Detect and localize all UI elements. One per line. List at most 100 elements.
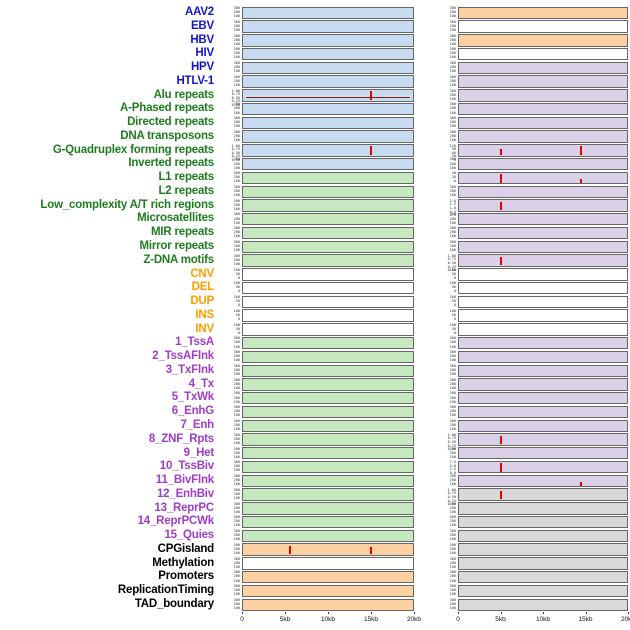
x-axis-tick-label: 5kb bbox=[495, 615, 506, 623]
track-panel-right bbox=[458, 295, 628, 309]
y-tick-label: 0.75 bbox=[231, 147, 240, 152]
panel-gap bbox=[414, 268, 430, 282]
y-axis-ticks-left: 300 200 100 bbox=[214, 447, 242, 461]
y-tick-label: 300 bbox=[233, 556, 240, 561]
y-tick-label: 0.0 bbox=[449, 471, 456, 476]
track-label: Methylation bbox=[152, 556, 214, 569]
x-axis-right: 0 5kb 10kb 15kb 20kb bbox=[456, 611, 630, 630]
y-tick-label: 300 bbox=[233, 487, 240, 492]
signal-spike bbox=[500, 463, 502, 472]
y-axis-ticks-right: 300 200 100 bbox=[430, 75, 458, 89]
y-tick-label: 300 bbox=[449, 363, 456, 368]
track-panel-right bbox=[458, 144, 628, 157]
y-tick-label: 0 bbox=[453, 303, 456, 308]
y-tick-label: 300 bbox=[449, 88, 456, 93]
y-tick-label: 200 bbox=[233, 395, 240, 400]
track-row: Alu repeats 1.00 0.75 0.50 0.25 0.00 300 200 100 bbox=[0, 88, 630, 107]
track-label: 1_TssA bbox=[175, 336, 214, 349]
y-tick-label: 50 bbox=[235, 299, 240, 304]
y-tick-label: 100 bbox=[233, 468, 240, 473]
track-row: TAD_boundary 300 200 100 300 200 100 bbox=[0, 598, 630, 612]
track-label: 13_ReprPC bbox=[154, 501, 214, 514]
y-tick-label: 300 bbox=[233, 418, 240, 423]
y-tick-label: 200 bbox=[449, 450, 456, 455]
track-panel-right bbox=[458, 240, 628, 253]
y-tick-label: 200 bbox=[233, 367, 240, 372]
y-tick-label: 200 bbox=[233, 230, 240, 235]
track-label: 3_TxFlnk bbox=[165, 363, 214, 376]
y-tick-label: 200 bbox=[449, 78, 456, 83]
y-tick-label: 200 bbox=[233, 78, 240, 83]
track-row: INV 100 50 0 100 50 0 bbox=[0, 323, 630, 337]
y-tick-label: 100 bbox=[449, 523, 456, 528]
y-tick-label: 100 bbox=[449, 551, 456, 556]
y-axis-ticks-right: 300 200 100 bbox=[430, 47, 458, 61]
y-tick-label: 0 bbox=[453, 158, 456, 163]
panel-gap bbox=[414, 543, 430, 557]
track-panel-right bbox=[458, 185, 628, 198]
track-panel-left bbox=[242, 378, 414, 391]
y-tick-label: 300 bbox=[233, 446, 240, 451]
y-axis-ticks-left: 100 50 0 bbox=[214, 295, 242, 309]
y-tick-label: 0.25 bbox=[231, 154, 240, 159]
x-axis-tick bbox=[500, 611, 502, 615]
y-tick-label: 300 bbox=[449, 501, 456, 506]
y-tick-label: 100 bbox=[449, 281, 456, 286]
y-tick-label: 200 bbox=[233, 133, 240, 138]
track-panel-left bbox=[242, 144, 414, 157]
y-axis-ticks-left: 100 50 0 bbox=[214, 309, 242, 323]
track-label: G-Quadruplex forming repeats bbox=[52, 143, 214, 156]
y-tick-label: 300 bbox=[233, 542, 240, 547]
track-label: CNV bbox=[190, 267, 214, 280]
panel-gap bbox=[414, 47, 430, 61]
y-tick-label: 100 bbox=[233, 523, 240, 528]
axis-spacer bbox=[0, 612, 242, 630]
y-axis-ticks-right: 300 200 100 bbox=[430, 61, 458, 75]
track-label: HPV bbox=[190, 61, 214, 74]
y-tick-label: 300 bbox=[449, 240, 456, 245]
y-tick-label: 100 bbox=[233, 179, 240, 184]
x-axis-tick bbox=[285, 611, 286, 615]
y-tick-label: 300 bbox=[233, 33, 240, 38]
y-tick-label: 300 bbox=[233, 212, 240, 217]
track-label: Alu repeats bbox=[153, 88, 215, 101]
track-row: AAV2 300 200 100 300 200 100 bbox=[0, 6, 630, 20]
y-axis-ticks-left: 300 200 100 bbox=[214, 460, 242, 474]
y-tick-label: 90 bbox=[451, 147, 456, 152]
y-tick-label: 60 bbox=[451, 150, 456, 155]
y-tick-label: 200 bbox=[233, 588, 240, 593]
x-axis-tick-label: 0 bbox=[456, 615, 460, 623]
track-panel-right bbox=[458, 323, 628, 336]
y-tick-label: 0.00 bbox=[447, 447, 456, 452]
y-tick-label: 200 bbox=[233, 244, 240, 249]
y-tick-label: 300 bbox=[233, 171, 240, 176]
y-tick-label: 200 bbox=[449, 244, 456, 249]
y-tick-label: 100 bbox=[233, 344, 240, 349]
track-panel-left bbox=[242, 185, 414, 198]
y-tick-label: 100 bbox=[233, 427, 240, 432]
track-row: Z-DNA motifs 300 200 100 1.00 0.75 0.50 0.25 0.0… bbox=[0, 254, 630, 272]
y-tick-label: 50 bbox=[235, 312, 240, 317]
y-tick-label: 300 bbox=[233, 350, 240, 355]
track-panel-right bbox=[458, 474, 628, 488]
y-axis-ticks-right: 300 200 100 bbox=[430, 447, 458, 461]
track-row: EBV 300 200 100 300 200 100 bbox=[0, 20, 630, 34]
y-tick-label: 200 bbox=[449, 37, 456, 42]
track-panel-left bbox=[242, 598, 414, 611]
track-row: 11_BivFlnk 300 200 100 300 200 100 bbox=[0, 474, 630, 488]
x-axis-tick-label: 10kb bbox=[535, 615, 551, 623]
y-tick-label: 2.0 bbox=[449, 198, 456, 203]
y-tick-label: 300 bbox=[449, 47, 456, 52]
x-axis-tick bbox=[414, 611, 415, 615]
y-tick-label: 100 bbox=[449, 248, 456, 253]
track-row: 13_ReprPC 300 200 100 300 200 100 bbox=[0, 502, 630, 516]
y-axis-ticks-left: 100 50 0 bbox=[214, 268, 242, 282]
y-tick-label: 200 bbox=[449, 10, 456, 15]
track-label: Microsatellites bbox=[137, 212, 214, 225]
panel-gap bbox=[414, 460, 430, 474]
track-row: 12_EnhBiv 300 200 100 1.00 0.75 0.50 0.25 0.00 bbox=[0, 487, 630, 506]
y-axis-ticks-left: 300 200 100 bbox=[214, 557, 242, 571]
y-tick-label: 200 bbox=[449, 189, 456, 194]
y-tick-label: 200 bbox=[233, 354, 240, 359]
track-row: INS 100 50 0 100 50 0 bbox=[0, 309, 630, 323]
